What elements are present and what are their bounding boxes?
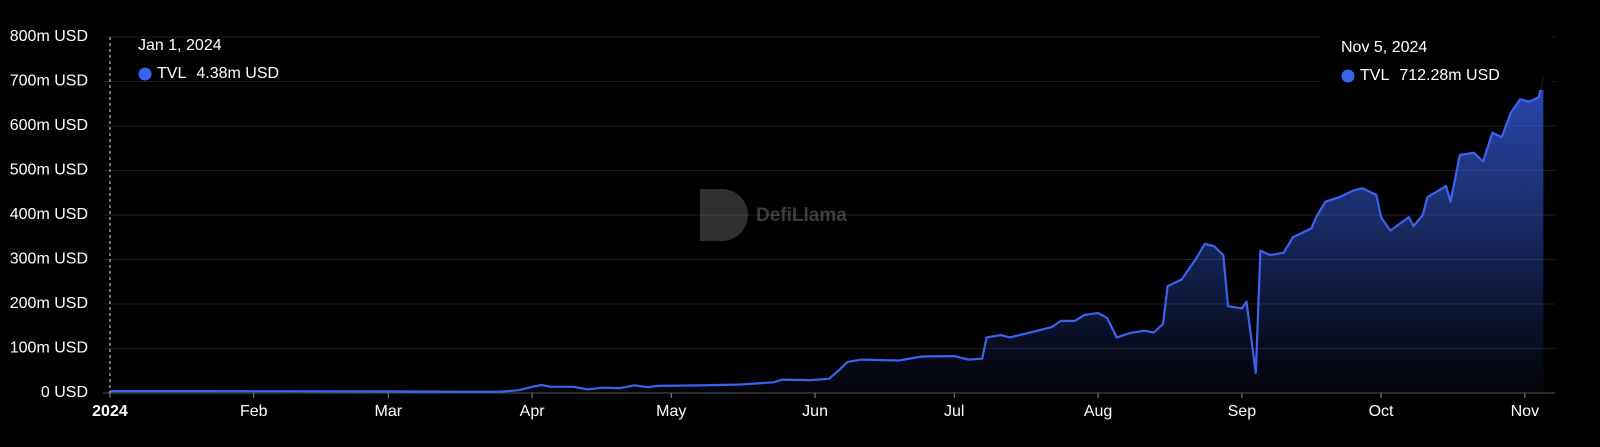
- x-tick-label: May: [656, 403, 686, 420]
- x-tick-label: Feb: [240, 403, 268, 420]
- area: [110, 76, 1544, 393]
- x-tick-label: Oct: [1369, 403, 1394, 420]
- tooltip-dot: [138, 67, 152, 81]
- y-tick-label: 800m USD: [10, 28, 88, 45]
- watermark-text: DefiLlama: [756, 205, 847, 226]
- y-tick-label: 200m USD: [10, 295, 88, 312]
- tooltip-box: [1320, 28, 1552, 90]
- y-tick-label: 700m USD: [10, 73, 88, 90]
- x-tick-label: Jun: [802, 403, 828, 420]
- y-tick-label: 600m USD: [10, 117, 88, 134]
- tooltip-value: 4.38m USD: [196, 65, 279, 82]
- tooltip-series: TVL: [157, 65, 186, 82]
- x-tick-label: Nov: [1511, 403, 1539, 420]
- tooltip-series: TVL: [1360, 67, 1389, 84]
- x-tick-label: 2024: [92, 403, 128, 420]
- y-tick-label: 100m USD: [10, 340, 88, 357]
- y-tick-label: 400m USD: [10, 206, 88, 223]
- y-tick-label: 300m USD: [10, 251, 88, 268]
- tooltip-dot: [1341, 69, 1355, 83]
- tooltip-date: Nov 5, 2024: [1341, 39, 1427, 56]
- x-tick-label: Aug: [1084, 403, 1112, 420]
- x-tick-label: Apr: [520, 403, 546, 420]
- y-tick-label: 500m USD: [10, 162, 88, 179]
- x-tick-label: Jul: [944, 403, 964, 420]
- tooltip-date: Jan 1, 2024: [138, 37, 222, 54]
- x-tick-label: Mar: [375, 403, 403, 420]
- line: [110, 75, 1545, 393]
- watermark: DefiLlama: [700, 189, 847, 241]
- watermark-logo: [700, 189, 748, 241]
- y-tick-label: 0 USD: [41, 384, 88, 401]
- tooltip-value: 712.28m USD: [1399, 67, 1500, 84]
- x-tick-label: Sep: [1228, 403, 1257, 420]
